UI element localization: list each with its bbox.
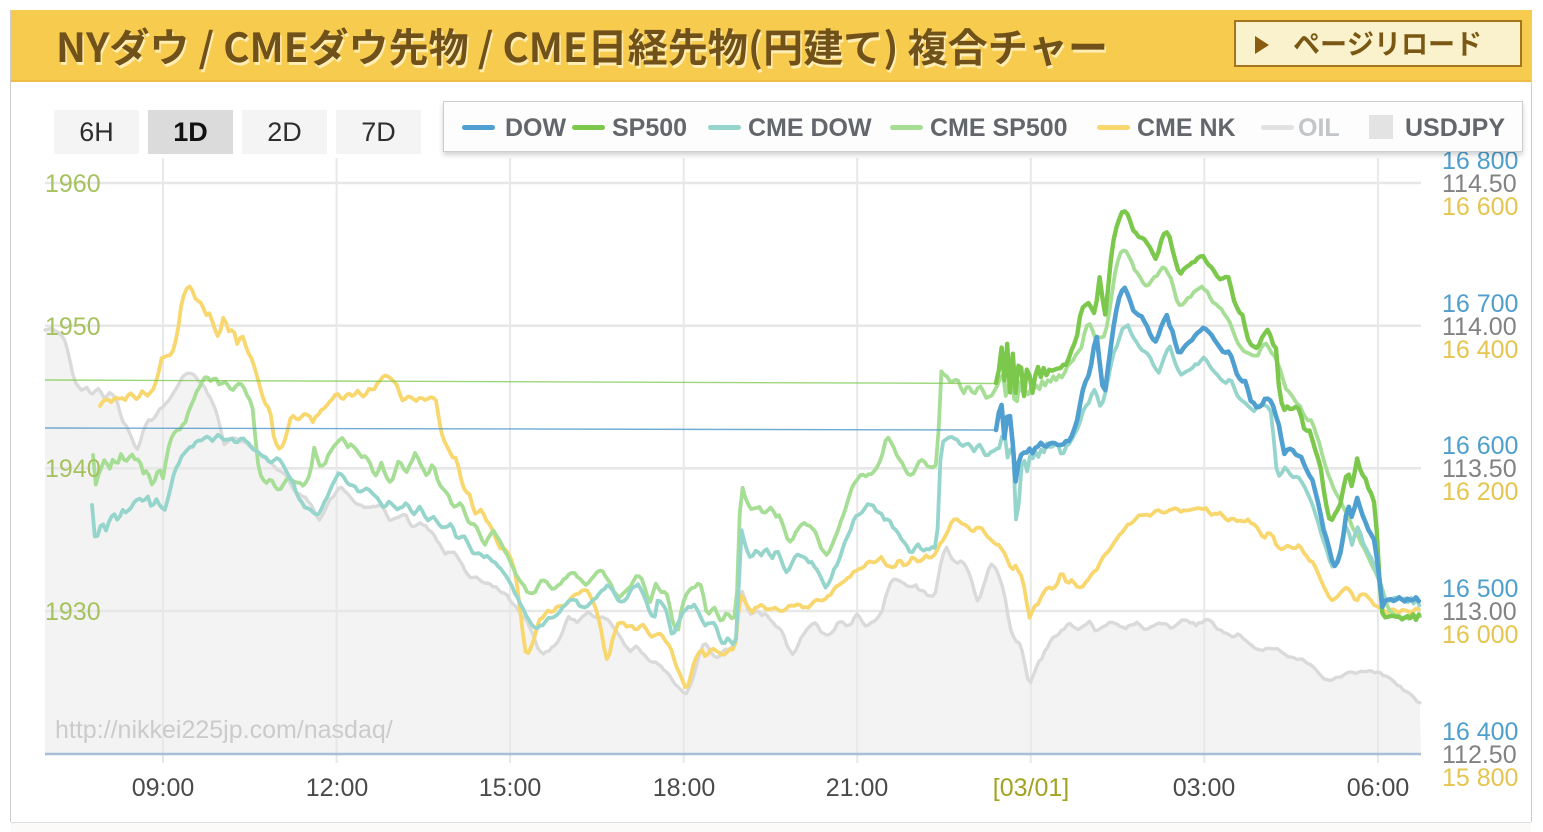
svg-text:16 700: 16 700 xyxy=(1442,290,1518,318)
svg-text:16 400: 16 400 xyxy=(1442,718,1518,746)
svg-text:1940: 1940 xyxy=(45,455,101,483)
svg-text:16 600: 16 600 xyxy=(1442,432,1518,460)
svg-text:18:00: 18:00 xyxy=(653,774,716,802)
svg-text:15 800: 15 800 xyxy=(1442,764,1518,792)
svg-text:114.50: 114.50 xyxy=(1442,170,1517,198)
svg-text:06:00: 06:00 xyxy=(1347,774,1410,802)
svg-text:http://nikkei225jp.com/nasdaq/: http://nikkei225jp.com/nasdaq/ xyxy=(55,716,393,744)
svg-text:113.00: 113.00 xyxy=(1442,598,1517,626)
svg-text:21:00: 21:00 xyxy=(826,774,889,802)
svg-text:12:00: 12:00 xyxy=(306,774,369,802)
svg-text:[03/01]: [03/01] xyxy=(993,774,1069,802)
svg-text:1960: 1960 xyxy=(45,170,101,198)
svg-text:1950: 1950 xyxy=(45,313,101,341)
svg-text:16 000: 16 000 xyxy=(1442,621,1518,649)
svg-text:09:00: 09:00 xyxy=(132,774,195,802)
svg-text:1930: 1930 xyxy=(45,598,101,626)
svg-text:03:00: 03:00 xyxy=(1173,774,1236,802)
svg-text:112.50: 112.50 xyxy=(1442,741,1517,769)
svg-text:16 400: 16 400 xyxy=(1442,336,1518,364)
svg-text:114.00: 114.00 xyxy=(1442,313,1517,341)
svg-text:16 600: 16 600 xyxy=(1442,193,1518,221)
svg-text:16 500: 16 500 xyxy=(1442,575,1518,603)
svg-text:15:00: 15:00 xyxy=(479,774,542,802)
svg-text:16 200: 16 200 xyxy=(1442,478,1518,506)
svg-text:113.50: 113.50 xyxy=(1442,455,1517,483)
